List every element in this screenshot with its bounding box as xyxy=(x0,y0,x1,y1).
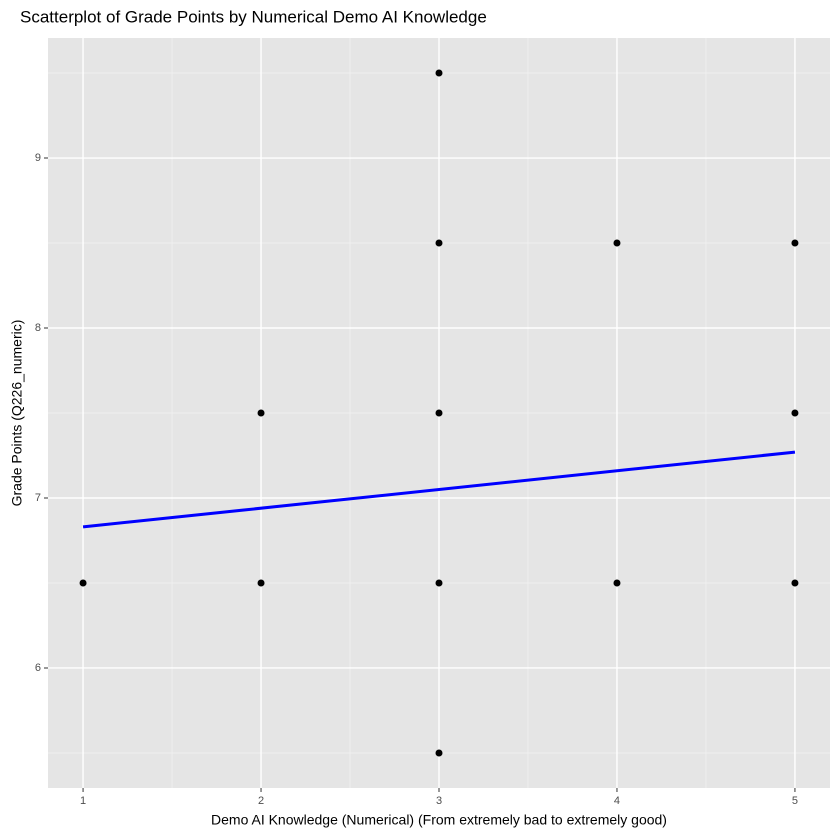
y-axis-label: Grade Points (Q226_numeric) xyxy=(9,320,25,507)
point xyxy=(435,239,443,247)
point xyxy=(79,579,87,587)
point xyxy=(613,239,621,247)
chart-title: Scatterplot of Grade Points by Numerical… xyxy=(20,7,487,26)
x-tick-label: 5 xyxy=(792,795,798,807)
point xyxy=(257,579,265,587)
point xyxy=(435,69,443,77)
point xyxy=(791,239,799,247)
y-tick-label: 7 xyxy=(35,492,41,504)
point xyxy=(435,409,443,417)
y-tick-label: 9 xyxy=(35,152,41,164)
point xyxy=(257,409,265,417)
point xyxy=(435,579,443,587)
y-tick-label: 8 xyxy=(35,322,41,334)
x-tick-label: 3 xyxy=(436,795,442,807)
x-tick-label: 4 xyxy=(614,795,620,807)
point xyxy=(613,579,621,587)
point xyxy=(435,749,443,757)
y-tick-label: 6 xyxy=(35,662,41,674)
point xyxy=(791,409,799,417)
x-tick-label: 1 xyxy=(80,795,86,807)
point xyxy=(791,579,799,587)
x-axis-label: Demo AI Knowledge (Numerical) (From extr… xyxy=(211,812,667,828)
x-tick-label: 2 xyxy=(258,795,264,807)
fit-line xyxy=(82,450,796,529)
